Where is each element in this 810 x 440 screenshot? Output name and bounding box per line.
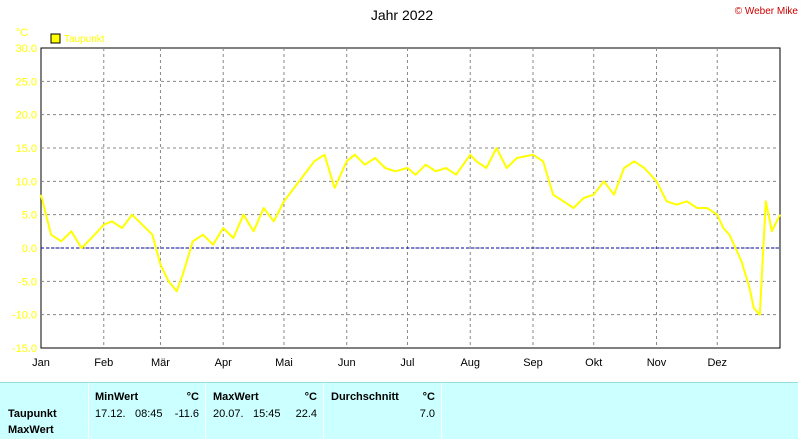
dewpoint-chart: Jahr 2022 © Weber Mike °C Taupunkt 30.0 2… bbox=[12, 6, 799, 369]
max-unit: °C bbox=[304, 391, 317, 403]
min-time: 08:45 bbox=[135, 408, 163, 420]
y-unit-label: °C bbox=[16, 27, 28, 39]
max-time: 15:45 bbox=[253, 408, 281, 420]
avg-unit: °C bbox=[422, 391, 435, 403]
grid-lines bbox=[41, 48, 780, 348]
y-tick-label: 0.0 bbox=[22, 243, 37, 255]
y-tick-label: -15.0 bbox=[12, 343, 37, 355]
x-tick-label: Jun bbox=[338, 357, 356, 369]
y-tick-label: 5.0 bbox=[22, 210, 37, 222]
series-group bbox=[40, 147, 781, 316]
stats-panel: Taupunkt MaxWert MinWert °C 17.12. 08:45… bbox=[0, 382, 798, 440]
x-tick-labels: Jan Feb Mär Apr Mai Jun Jul Aug Sep Okt Nov Dez bbox=[32, 357, 727, 369]
x-tick-label: Mai bbox=[275, 357, 293, 369]
min-date: 17.12. bbox=[95, 408, 126, 420]
x-tick-label: Okt bbox=[585, 357, 602, 369]
x-tick-label: Aug bbox=[460, 357, 480, 369]
x-tick-label: Apr bbox=[215, 357, 232, 369]
max-date: 20.07. bbox=[213, 408, 244, 420]
avg-value: 7.0 bbox=[419, 408, 435, 420]
y-tick-labels: 30.0 25.0 20.0 15.0 10.0 5.0 0.0 -5.0 -10.0 -15.0 bbox=[12, 43, 37, 355]
avg-column: Durchschnitt °C 7.0 bbox=[323, 383, 441, 440]
x-tick-label: Sep bbox=[523, 357, 543, 369]
y-tick-label: 15.0 bbox=[16, 143, 37, 155]
max-header: MaxWert bbox=[213, 391, 259, 403]
avg-header: Durchschnitt bbox=[331, 391, 399, 403]
max-value: 22.4 bbox=[295, 408, 317, 420]
x-tick-label: Jul bbox=[400, 357, 414, 369]
legend-swatch bbox=[50, 33, 61, 44]
min-column: MinWert °C 17.12. 08:45 -11.6 bbox=[88, 383, 205, 440]
x-tick-label: Feb bbox=[94, 357, 113, 369]
y-tick-label: 10.0 bbox=[16, 176, 37, 188]
x-tick-label: Dez bbox=[707, 357, 727, 369]
row-label-maxwert: MaxWert bbox=[8, 424, 54, 436]
y-tick-label: 30.0 bbox=[16, 43, 37, 55]
y-tick-label: 20.0 bbox=[16, 110, 37, 122]
min-unit: °C bbox=[186, 391, 199, 403]
plot-area bbox=[40, 47, 781, 349]
copyright-text: © Weber Mike bbox=[735, 6, 799, 17]
row-label-column: Taupunkt MaxWert bbox=[0, 383, 88, 440]
y-tick-label: -5.0 bbox=[18, 276, 37, 288]
y-tick-label: -10.0 bbox=[12, 310, 37, 322]
min-value: -11.6 bbox=[174, 408, 199, 420]
max-column: MaxWert °C 20.07. 15:45 22.4 bbox=[205, 383, 323, 440]
series-line-taupunkt bbox=[40, 147, 781, 316]
y-tick-label: 25.0 bbox=[16, 76, 37, 88]
min-header: MinWert bbox=[95, 391, 139, 403]
x-tick-label: Jan bbox=[32, 357, 50, 369]
row-label-taupunkt: Taupunkt bbox=[8, 408, 57, 420]
chart-title: Jahr 2022 bbox=[371, 7, 433, 23]
legend-label: Taupunkt bbox=[64, 34, 105, 45]
x-tick-label: Mär bbox=[151, 357, 170, 369]
empty-column bbox=[441, 383, 798, 440]
x-tick-label: Nov bbox=[647, 357, 667, 369]
